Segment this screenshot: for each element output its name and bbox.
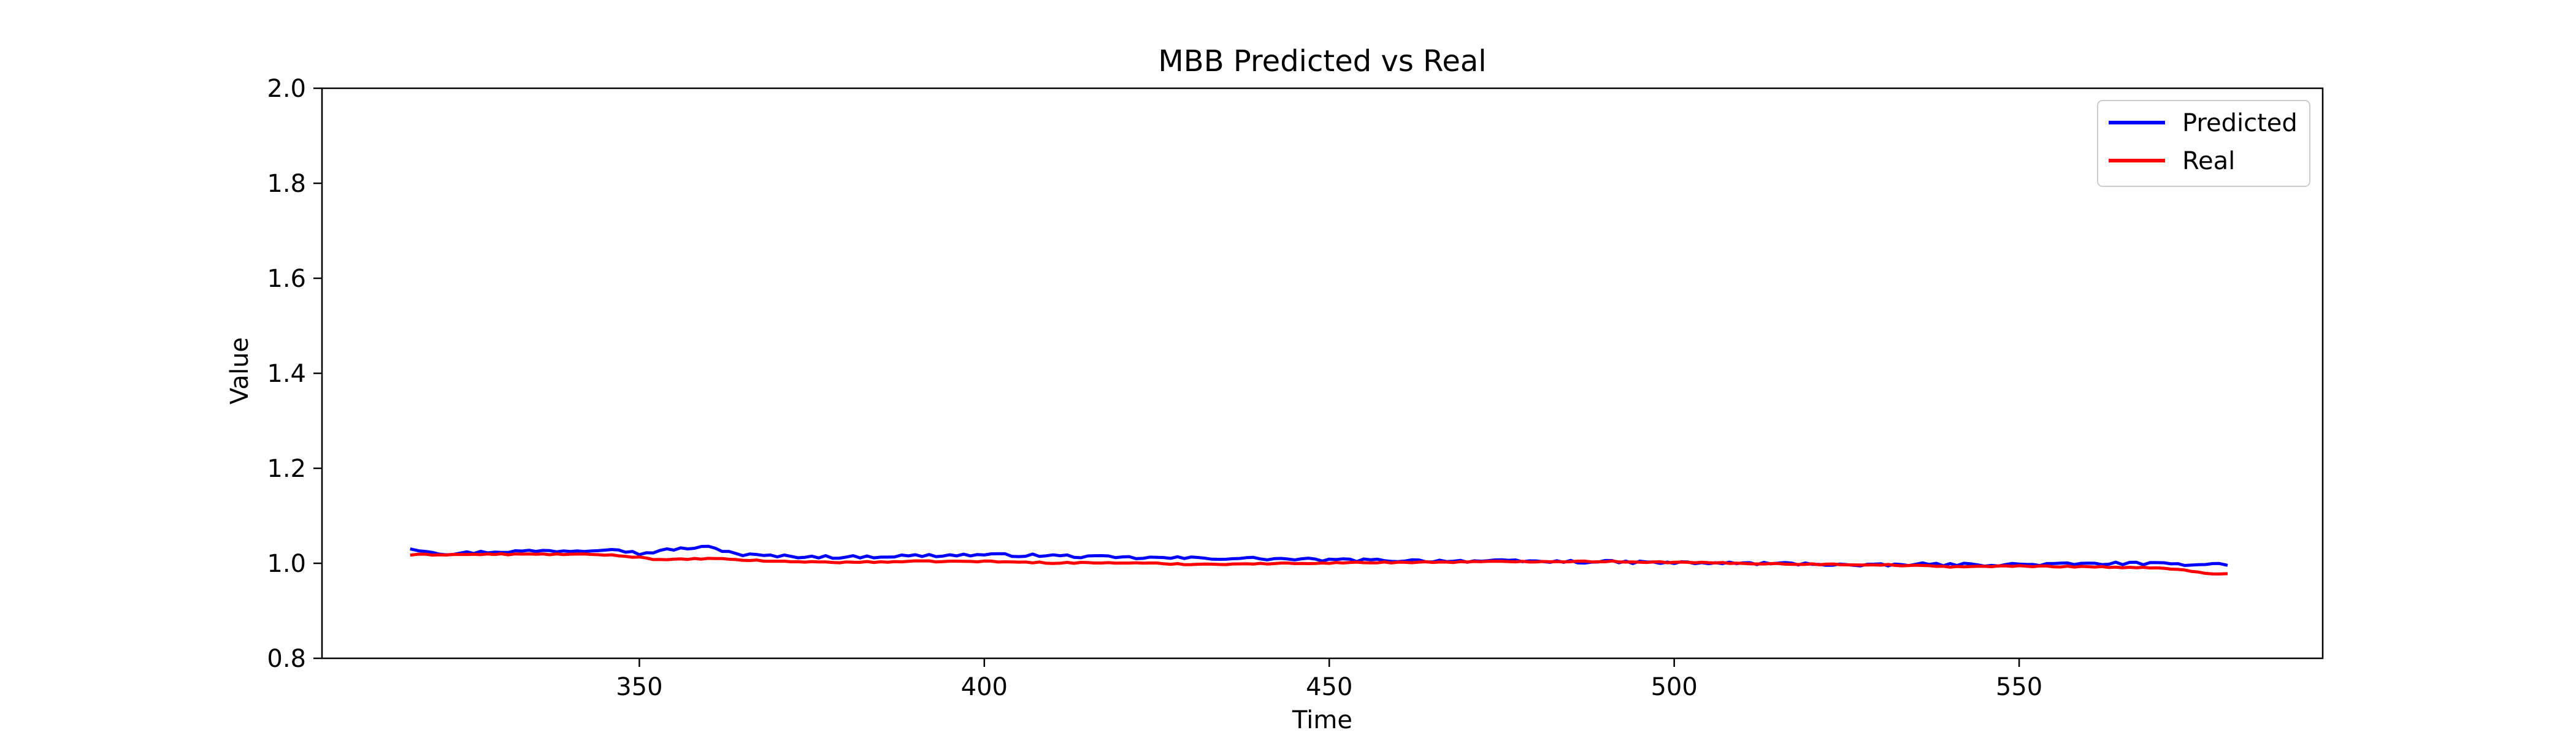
x-tick-label: 550 [1996,673,2042,701]
series-line-real [410,552,2228,576]
y-tick-label: 1.6 [267,265,306,293]
x-tick-label: 400 [961,673,1008,701]
series-layer [410,544,2228,576]
y-tick-label: 1.2 [267,455,306,483]
x-tick-label: 450 [1306,673,1352,701]
x-tick-label: 350 [616,673,662,701]
series-line-predicted [410,544,2228,568]
y-tick-label: 2.0 [267,75,306,103]
legend: Predicted Real [2097,100,2310,187]
legend-label-real: Real [2182,147,2235,175]
y-tick-label: 1.0 [267,550,306,578]
x-axis-label: Time [1292,706,1352,734]
y-tick-label: 1.4 [267,360,306,388]
y-axis-ticks: 0.8 1.0 1.2 1.4 1.6 1.8 2.0 [267,75,322,673]
x-tick-label: 500 [1650,673,1697,701]
legend-label-predicted: Predicted [2182,109,2298,137]
y-tick-label: 0.8 [267,645,306,673]
x-axis-ticks: 350 400 450 500 550 [616,658,2042,701]
y-axis-label: Value [226,337,254,405]
chart-title: MBB Predicted vs Real [1158,44,1486,78]
plot-frame [321,87,2324,660]
y-tick-label: 1.8 [267,170,306,198]
